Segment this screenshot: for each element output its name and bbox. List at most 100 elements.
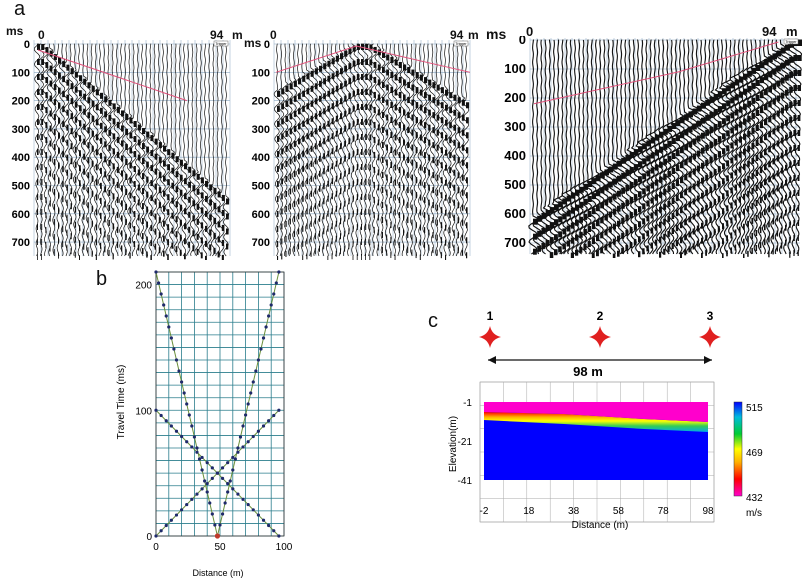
travel-time-ylabel: Travel Time (ms) — [116, 365, 127, 440]
travel-time-point — [254, 369, 258, 373]
seismic-traces — [273, 43, 470, 260]
travel-time-point — [164, 419, 168, 423]
time-tick-label: 600 — [504, 206, 526, 221]
travel-time-point — [259, 347, 263, 351]
travel-time-point — [231, 487, 235, 491]
y-tick-label: -41 — [458, 476, 473, 487]
velocity-model — [479, 381, 715, 523]
travel-time-point — [185, 502, 189, 507]
upper-layer — [484, 402, 708, 422]
time-tick-label: 100 — [504, 61, 526, 76]
x-tick-label: 78 — [658, 506, 670, 517]
x-tick-label: 18 — [523, 506, 535, 517]
trigger-label: Trigger — [455, 42, 467, 46]
gather1-dist-end: 94 — [210, 28, 224, 42]
shot-marker-icon — [479, 326, 501, 348]
time-tick-label: 500 — [504, 177, 526, 192]
travel-time-point — [187, 413, 191, 417]
travel-time-point — [195, 450, 199, 454]
travel-time-point — [200, 468, 204, 472]
travel-time-point — [167, 325, 171, 329]
travel-time-point — [174, 358, 179, 362]
y-tick-label: -21 — [458, 437, 473, 448]
time-tick-label: 600 — [252, 209, 270, 221]
travel-time-grid — [155, 271, 285, 537]
y-tick-label: 200 — [135, 281, 152, 292]
interface-band — [484, 412, 708, 432]
gather1-time-unit: ms — [6, 24, 24, 38]
first-break-picks — [37, 49, 188, 102]
travel-time-point — [261, 518, 266, 522]
travel-time-point — [185, 440, 189, 444]
travel-time-point — [159, 413, 163, 418]
seismic-gather-3: 0 100 200 300 400 500 600 700 Trigger — [504, 36, 802, 258]
trigger-box: Trigger — [453, 40, 469, 47]
travel-time-point — [210, 476, 214, 480]
span-label: 98 m — [573, 364, 603, 379]
travel-time-point — [226, 461, 230, 465]
travel-time-ticks: 0 50 100 0 100 200 — [135, 281, 292, 553]
trigger-label: Trigger — [785, 40, 797, 44]
y-tick-label: -1 — [463, 398, 472, 409]
travel-time-point — [246, 440, 250, 444]
travel-time-point — [274, 281, 278, 285]
seismic-gather-2: 0 100 200 300 400 500 600 700 Trigger — [252, 39, 471, 260]
travel-time-point — [233, 457, 237, 461]
travel-time-point — [164, 523, 168, 528]
colorbar-unit: m/s — [746, 508, 762, 519]
travel-time-point — [246, 502, 250, 507]
colorbar-scale — [733, 401, 743, 497]
time-tick-label: 600 — [12, 209, 30, 221]
travel-time-point — [218, 523, 222, 527]
arrow-right-icon — [704, 356, 712, 364]
travel-time-point — [236, 492, 240, 496]
x-tick-label: 0 — [153, 542, 159, 553]
travel-time-point — [205, 490, 209, 494]
first-break-picks — [533, 41, 779, 105]
travel-time-point — [272, 292, 276, 296]
panel-c-letter: c — [428, 310, 438, 332]
travel-time-point — [277, 408, 281, 412]
gather3-dist-end: 94 — [762, 24, 777, 39]
travel-time-point — [226, 482, 230, 486]
velocity-model-xlabel: Distance (m) — [572, 520, 629, 531]
time-tick-label: 400 — [504, 148, 526, 163]
travel-time-point — [169, 518, 173, 522]
time-tick-label: 700 — [252, 237, 270, 249]
shot-number: 1 — [487, 309, 494, 323]
time-tick-label: 0 — [264, 39, 270, 51]
travel-time-point — [241, 445, 245, 449]
travel-time-point — [195, 492, 199, 496]
travel-time-point — [172, 347, 176, 351]
colorbar: 515 469 432 — [733, 401, 763, 504]
shot-markers: 1 2 3 — [479, 309, 721, 348]
gather1-dist-start: 0 — [38, 28, 45, 42]
travel-time-point — [241, 424, 245, 428]
travel-time-point — [238, 435, 243, 439]
travel-time-point — [246, 402, 250, 406]
travel-time-point — [231, 468, 235, 472]
gather2-time-unit: ms — [244, 36, 262, 50]
travel-time-point — [277, 534, 281, 538]
travel-time-point — [192, 435, 196, 439]
time-tick-label: 400 — [252, 152, 270, 164]
travel-time-point — [228, 479, 232, 483]
time-tick-label: 200 — [252, 96, 270, 108]
travel-time-point — [261, 424, 266, 428]
travel-time-point — [169, 424, 173, 428]
y-tick-label: 100 — [135, 406, 152, 417]
travel-time-point — [256, 513, 260, 517]
travel-time-point — [244, 413, 248, 417]
travel-time-point — [208, 501, 212, 505]
travel-time-point — [180, 508, 184, 512]
travel-time-point — [190, 497, 194, 501]
travel-time-point — [190, 445, 194, 449]
travel-time-point — [236, 446, 240, 450]
travel-time-point — [174, 513, 179, 517]
gather2-dist-start: 0 — [270, 28, 277, 42]
x-tick-label: 100 — [276, 542, 293, 553]
travel-time-point — [185, 402, 189, 406]
seismic-gather-1: 0 100 200 300 400 500 600 700 Trigger — [12, 39, 231, 260]
travel-time-point — [182, 391, 186, 395]
travel-time-point — [210, 512, 214, 516]
